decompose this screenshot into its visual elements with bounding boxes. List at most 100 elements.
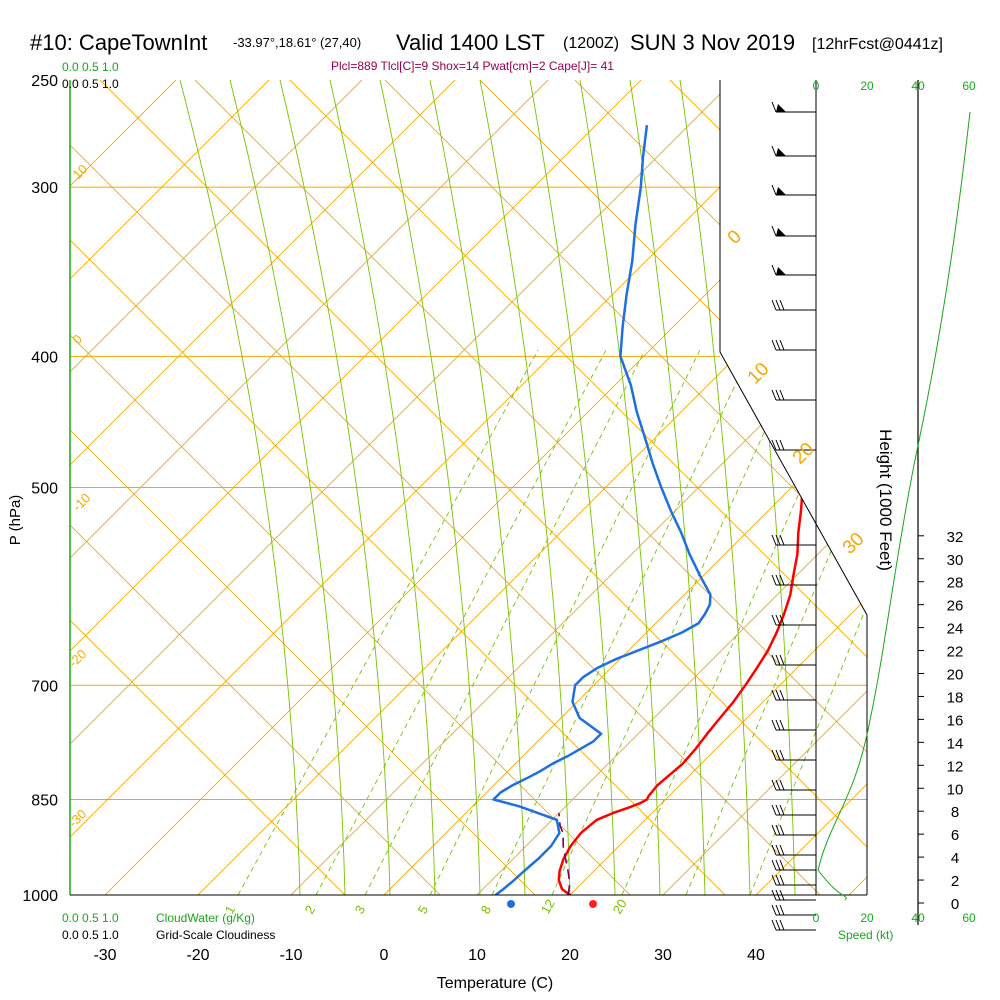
temperature-line (557, 125, 835, 895)
isotherm-line (197, 80, 867, 895)
height-tick-label: 22 (947, 644, 964, 661)
wind-barb (771, 299, 816, 311)
height-tick-label: 6 (951, 827, 959, 844)
moist-adiabat-line (279, 80, 391, 895)
temperature-tick-label: 10 (468, 947, 486, 964)
temperature-tick-label: 0 (380, 947, 389, 964)
speed-tick-bottom: 60 (962, 911, 976, 925)
moist-adiabat-line (179, 80, 301, 895)
wind-barb (771, 225, 816, 237)
wind-barb (771, 654, 816, 666)
mixing-ratio-line (237, 349, 539, 895)
mixing-ratio-label: 20 (610, 896, 630, 916)
wind-barb (771, 749, 816, 761)
moist-adiabat-line (679, 80, 751, 895)
mixing-ratio-line (551, 349, 803, 895)
station-coords: -33.97°,18.61° (27,40) (233, 35, 361, 50)
temperature-tick-label: 30 (654, 947, 672, 964)
temperature-tick-label: 20 (561, 947, 579, 964)
wind-barb (771, 101, 816, 113)
speed-tick-bottom: 40 (911, 911, 925, 925)
cloud-scale-top-black: 0.0 0.5 1.0 (62, 77, 119, 91)
height-tick-label: 28 (947, 575, 964, 592)
mixing-ratio-line (491, 349, 753, 895)
wind-barb (771, 874, 816, 886)
isotherm-label: 0 (724, 226, 746, 248)
mixing-ratio-label: 12 (538, 896, 558, 916)
height-tick-label: 8 (951, 804, 959, 821)
y-axis-title: P (hPa) (7, 495, 24, 546)
mixing-ratio-label: 2 (302, 903, 319, 917)
dry-adiabat-line (70, 80, 821, 895)
isotherm-line (70, 80, 270, 895)
mixing-ratio-label: 5 (415, 903, 432, 917)
right-boundary (719, 80, 868, 895)
isotherm-label: 10 (70, 161, 91, 182)
isotherm-line (290, 80, 867, 895)
cloud-scale-bottom-green: 0.0 0.5 1.0 (62, 911, 119, 925)
moist-adiabat-line (479, 80, 571, 895)
moist-adiabat-line (379, 80, 481, 895)
cloudiness-label: Grid-Scale Cloudiness (156, 928, 275, 942)
isotherm-line (476, 80, 867, 895)
isotherm-label: -20 (66, 646, 90, 670)
height-tick-label: 32 (947, 529, 964, 546)
dry-adiabat-line (384, 80, 867, 895)
pressure-tick-label: 850 (31, 792, 58, 809)
wind-barb (771, 264, 816, 276)
wind-barb (771, 844, 816, 856)
surface-dew-marker (507, 900, 515, 908)
mixing-ratio-label: 8 (478, 903, 495, 917)
isotherm-line (70, 80, 363, 895)
isotherm-line (848, 80, 867, 895)
temperature-tick-label: -20 (186, 947, 209, 964)
pressure-tick-label: 1000 (22, 888, 58, 905)
plot-frame (69, 80, 919, 925)
wind-barb (771, 719, 816, 731)
dry-adiabat-line (70, 80, 346, 895)
dry-adiabat-line (289, 80, 867, 895)
isotherm-line (569, 80, 867, 895)
height-tick-label: 20 (947, 667, 964, 684)
pressure-tick-label: 400 (31, 349, 58, 366)
mixing-ratio-line (315, 349, 607, 895)
isotherm-label: 10 (744, 359, 774, 389)
pressure-tick-label: 700 (31, 678, 58, 695)
moist-adiabat-line (329, 80, 436, 895)
isotherm-line (70, 80, 456, 895)
isotherm-line (70, 80, 735, 895)
isotherm-line (70, 80, 642, 895)
background-grid (70, 80, 867, 895)
isotherm-line (70, 80, 828, 895)
height-tick-label: 2 (951, 873, 959, 890)
dry-adiabat-line (70, 80, 726, 895)
x-axis-title: Temperature (C) (437, 975, 553, 992)
cloud-scale-top-green: 0.0 0.5 1.0 (62, 60, 119, 74)
height-tick-label: 30 (947, 552, 964, 569)
isotherm-label: -30 (66, 806, 90, 830)
pressure-tick-label: 250 (31, 73, 58, 90)
mixing-ratio-line (364, 349, 646, 895)
wind-barb (771, 534, 816, 546)
height-axis-title: Height (1000 Feet) (876, 429, 895, 571)
sounding-params: Plcl=889 Tlcl[C]=9 Shox=14 Pwat[cm]=2 Ca… (331, 59, 614, 73)
mixing-ratio-line (621, 349, 863, 895)
dry-adiabat-line (479, 80, 867, 895)
mixing-ratio-label: 3 (352, 903, 369, 917)
isotherm-line (662, 80, 867, 895)
pressure-tick-label: 500 (31, 481, 58, 498)
forecast-info: [12hrFcst@0441z] (812, 36, 943, 53)
height-tick-label: 18 (947, 689, 964, 706)
height-tick-label: 4 (951, 850, 959, 867)
moist-adiabat-line (629, 80, 706, 895)
height-tick-label: 16 (947, 712, 964, 729)
temperature-tick-label: -10 (279, 947, 302, 964)
isotherm-label: 30 (839, 529, 869, 559)
temperature-tick-label: 40 (747, 947, 765, 964)
wind-barb (771, 339, 816, 351)
wind-column (771, 101, 971, 931)
speed-tick-top: 0 (813, 79, 820, 93)
